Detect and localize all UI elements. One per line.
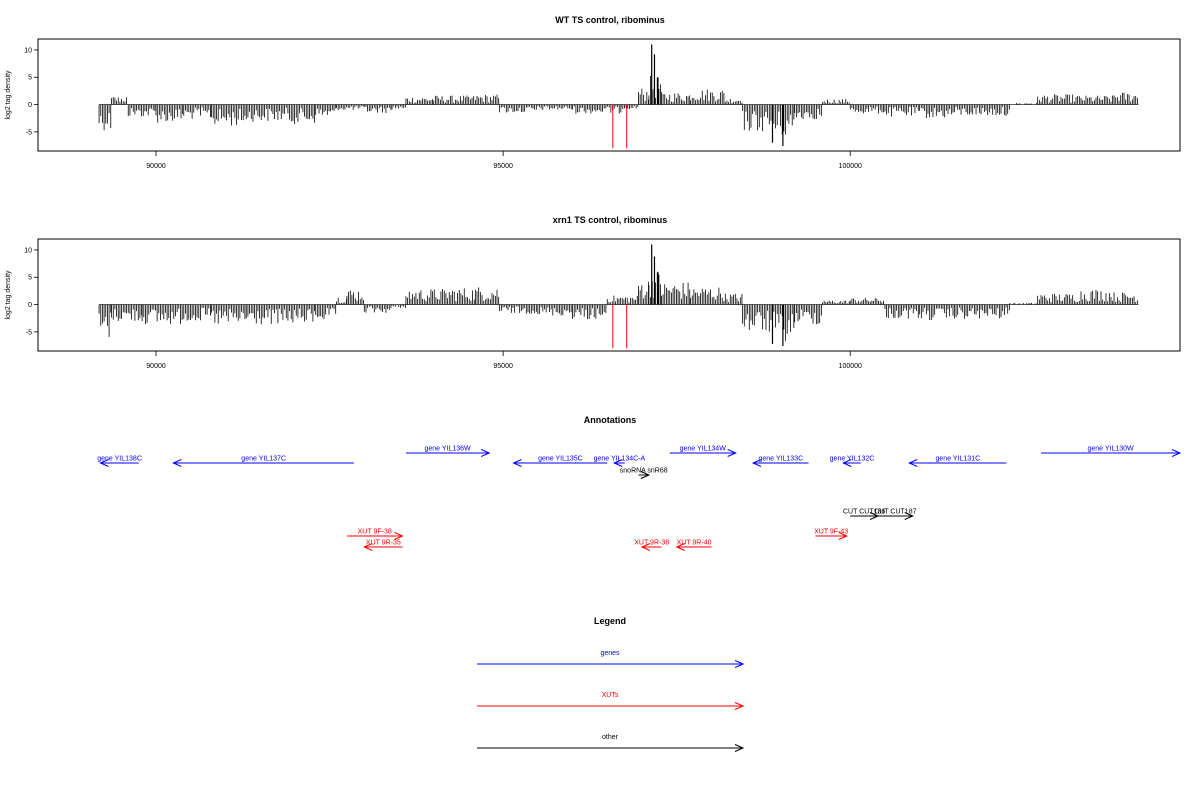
- feature-label: snoRNA snR68: [620, 468, 668, 475]
- y-tick-label: -5: [26, 329, 32, 336]
- feature-label: gene YIL138C: [97, 456, 142, 463]
- annotation-feature: XUT 9R-38: [634, 540, 669, 551]
- y-tick-label: 0: [28, 102, 32, 109]
- y-tick-label: 0: [28, 302, 32, 309]
- x-tick-label: 95000: [493, 163, 513, 170]
- x-tick-label: 100000: [839, 363, 862, 370]
- annotation-feature: gene YIL131C: [908, 456, 1007, 467]
- feature-arrowhead: [640, 543, 651, 551]
- xrn1-density-panel: xrn1 TS control, ribominus log2 tag dens…: [5, 215, 1181, 370]
- feature-arrowhead: [908, 459, 918, 467]
- density-bars: [98, 244, 1138, 349]
- x-tick-label: 95000: [493, 363, 513, 370]
- feature-label: gene YIL133C: [759, 456, 804, 463]
- legend-item: other: [477, 734, 745, 752]
- feature-label: gene YIL130W: [1087, 446, 1134, 453]
- x-tick-label: 100000: [839, 163, 862, 170]
- feature-label: gene YIL134C-A: [594, 456, 646, 463]
- y-tick-label: -5: [26, 129, 32, 136]
- feature-arrowhead: [512, 459, 522, 467]
- feature-label: XUT 9F-38: [358, 529, 392, 536]
- annotation-feature: XUT 9F-38: [346, 529, 404, 540]
- wt-density-panel: WT TS control, ribominus log2 tag densit…: [5, 15, 1181, 170]
- feature-label: gene YIL134W: [680, 446, 727, 453]
- annotation-feature: gene YIL132C: [830, 456, 875, 467]
- x-tick-label: 90000: [146, 163, 166, 170]
- feature-arrowhead: [842, 459, 852, 467]
- annotation-feature: gene YIL134C-A: [594, 456, 646, 467]
- legend-arrowhead: [734, 660, 745, 668]
- legend-title: Legend: [594, 616, 626, 626]
- annotations-title: Annotations: [584, 415, 637, 425]
- feature-label: XUT 9R-35: [366, 540, 401, 547]
- feature-arrowhead: [481, 449, 491, 457]
- feature-label: XUT 9R-40: [677, 540, 712, 547]
- feature-arrowhead: [394, 532, 404, 540]
- plot-frame: [37, 38, 1181, 152]
- annotation-feature: gene YIL138C: [97, 456, 142, 467]
- y-axis-label: log2 tag density: [5, 270, 12, 320]
- y-tick-label: 10: [24, 247, 32, 254]
- legend-arrowhead: [734, 702, 745, 710]
- legend-arrowhead: [734, 744, 745, 752]
- x-tick-label: 90000: [146, 363, 166, 370]
- feature-arrowhead: [640, 471, 651, 479]
- feature-list: gene YIL138C gene YIL137C gene YIL136W gene…: [97, 446, 1182, 551]
- annotation-feature: gene YIL134W: [669, 446, 737, 457]
- feature-arrowhead: [904, 512, 914, 520]
- annotation-feature: XUT 9R-40: [675, 540, 712, 551]
- feature-arrowhead: [675, 543, 685, 551]
- annotation-feature: gene YIL130W: [1041, 446, 1182, 457]
- y-tick-label: 10: [24, 47, 32, 54]
- legend-item: genes: [477, 650, 745, 668]
- y-tick-label: 5: [28, 75, 32, 82]
- feature-label: XUT 9R-38: [634, 540, 669, 547]
- legend-label: other: [602, 734, 619, 741]
- annotation-track: Annotations gene YIL138C gene YIL137Cgene…: [97, 415, 1182, 551]
- feature-arrowhead: [1171, 449, 1182, 457]
- axis-ticks: 90000 95000 100000 -5 0 5 10: [24, 47, 862, 170]
- density-bars: [98, 44, 1138, 149]
- feature-label: CUT CUT186: [843, 509, 885, 516]
- legend-label: genes: [600, 650, 620, 657]
- plot-frame: [37, 238, 1181, 352]
- feature-label: CUT CUT187: [874, 509, 916, 516]
- annotation-feature: XUT 9F-43: [814, 529, 848, 540]
- feature-arrowhead: [99, 459, 109, 467]
- feature-arrowhead: [727, 449, 737, 457]
- feature-label: gene YIL137C: [241, 456, 286, 463]
- y-tick-label: 5: [28, 275, 32, 282]
- panel-title: xrn1 TS control, ribominus: [553, 215, 668, 225]
- legend-items: genes XUTs other: [477, 650, 745, 752]
- feature-label: XUT 9F-43: [814, 529, 848, 536]
- legend-item: XUTs: [477, 692, 745, 710]
- feature-arrowhead: [751, 459, 762, 467]
- annotation-feature: gene YIL136W: [405, 446, 491, 457]
- panel-title: WT TS control, ribominus: [555, 15, 665, 25]
- feature-arrowhead: [838, 532, 849, 540]
- y-axis-label: log2 tag density: [5, 70, 12, 120]
- feature-arrowhead: [172, 459, 182, 467]
- feature-label: gene YIL131C: [936, 456, 981, 463]
- feature-label: gene YIL132C: [830, 456, 875, 463]
- feature-label: gene YIL136W: [424, 446, 471, 453]
- annotation-feature: CUT CUT187: [874, 509, 917, 520]
- annotation-feature: gene YIL137C: [172, 456, 354, 467]
- feature-arrowhead: [363, 543, 373, 551]
- feature-arrowhead: [612, 459, 623, 467]
- annotation-feature: gene YIL133C: [751, 456, 809, 467]
- legend: Legend genes XUTs other: [477, 616, 745, 752]
- annotation-feature: gene YIL135C: [512, 456, 608, 467]
- annotation-feature: XUT 9R-35: [363, 540, 403, 551]
- legend-label: XUTs: [602, 692, 619, 699]
- feature-label: gene YIL135C: [538, 456, 583, 463]
- annotation-feature: snoRNA snR68: [620, 468, 668, 479]
- axis-ticks: 90000 95000 100000 -5 0 5 10: [24, 247, 862, 370]
